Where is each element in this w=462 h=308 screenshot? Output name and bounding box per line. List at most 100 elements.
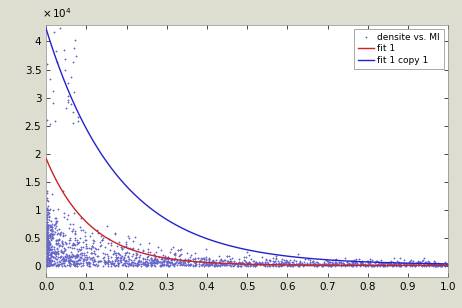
densite vs. MI bbox=[401, 262, 408, 267]
densite vs. MI bbox=[44, 233, 52, 238]
densite vs. MI bbox=[171, 253, 178, 257]
densite vs. MI bbox=[320, 262, 327, 267]
densite vs. MI bbox=[195, 263, 203, 268]
densite vs. MI bbox=[69, 241, 77, 245]
densite vs. MI bbox=[353, 261, 361, 266]
densite vs. MI bbox=[202, 261, 210, 266]
densite vs. MI bbox=[60, 249, 67, 253]
densite vs. MI bbox=[56, 255, 64, 260]
densite vs. MI bbox=[90, 262, 97, 267]
densite vs. MI bbox=[357, 262, 364, 267]
densite vs. MI bbox=[43, 212, 50, 217]
densite vs. MI bbox=[88, 246, 95, 251]
densite vs. MI bbox=[147, 263, 154, 268]
densite vs. MI bbox=[85, 263, 93, 268]
densite vs. MI bbox=[364, 258, 371, 263]
densite vs. MI bbox=[246, 263, 254, 268]
densite vs. MI bbox=[49, 259, 56, 264]
densite vs. MI bbox=[208, 262, 216, 267]
densite vs. MI bbox=[275, 263, 282, 268]
densite vs. MI bbox=[419, 263, 426, 268]
densite vs. MI bbox=[43, 257, 51, 262]
densite vs. MI bbox=[209, 259, 216, 264]
densite vs. MI bbox=[278, 263, 285, 268]
densite vs. MI bbox=[45, 211, 53, 216]
densite vs. MI bbox=[72, 255, 79, 260]
densite vs. MI bbox=[91, 263, 98, 268]
densite vs. MI bbox=[101, 251, 108, 256]
densite vs. MI bbox=[211, 261, 219, 265]
densite vs. MI bbox=[351, 261, 359, 266]
densite vs. MI bbox=[47, 234, 54, 239]
densite vs. MI bbox=[96, 259, 103, 264]
densite vs. MI bbox=[435, 263, 443, 268]
densite vs. MI bbox=[423, 261, 431, 266]
densite vs. MI bbox=[48, 253, 55, 258]
densite vs. MI bbox=[133, 255, 140, 260]
densite vs. MI bbox=[331, 261, 339, 266]
densite vs. MI bbox=[322, 262, 329, 267]
densite vs. MI bbox=[144, 253, 152, 258]
densite vs. MI bbox=[216, 257, 224, 262]
densite vs. MI bbox=[422, 259, 429, 264]
densite vs. MI bbox=[182, 262, 190, 267]
densite vs. MI bbox=[395, 261, 402, 265]
densite vs. MI bbox=[126, 257, 133, 262]
densite vs. MI bbox=[44, 224, 52, 229]
densite vs. MI bbox=[210, 257, 217, 262]
densite vs. MI bbox=[56, 254, 63, 259]
densite vs. MI bbox=[61, 247, 68, 252]
densite vs. MI bbox=[111, 258, 118, 263]
densite vs. MI bbox=[69, 243, 76, 248]
densite vs. MI bbox=[43, 226, 50, 231]
densite vs. MI bbox=[87, 255, 94, 260]
densite vs. MI bbox=[267, 259, 274, 264]
densite vs. MI bbox=[151, 260, 158, 265]
densite vs. MI bbox=[273, 256, 280, 261]
densite vs. MI bbox=[46, 223, 54, 228]
densite vs. MI bbox=[330, 261, 338, 266]
densite vs. MI bbox=[388, 263, 395, 268]
densite vs. MI bbox=[108, 259, 116, 264]
densite vs. MI bbox=[99, 256, 106, 261]
densite vs. MI bbox=[320, 263, 327, 268]
densite vs. MI bbox=[192, 262, 199, 267]
densite vs. MI bbox=[369, 258, 376, 263]
densite vs. MI bbox=[46, 241, 54, 246]
densite vs. MI bbox=[73, 241, 80, 246]
densite vs. MI bbox=[237, 261, 244, 265]
densite vs. MI bbox=[213, 262, 220, 267]
densite vs. MI bbox=[429, 262, 436, 267]
densite vs. MI bbox=[46, 251, 53, 256]
densite vs. MI bbox=[62, 255, 70, 260]
densite vs. MI bbox=[163, 260, 170, 265]
densite vs. MI bbox=[43, 225, 51, 230]
densite vs. MI bbox=[49, 255, 57, 260]
densite vs. MI bbox=[245, 253, 252, 258]
densite vs. MI bbox=[383, 263, 391, 268]
densite vs. MI bbox=[53, 224, 60, 229]
densite vs. MI bbox=[43, 227, 51, 232]
densite vs. MI bbox=[435, 262, 442, 267]
densite vs. MI bbox=[49, 257, 56, 262]
densite vs. MI bbox=[168, 257, 176, 262]
densite vs. MI bbox=[382, 261, 389, 266]
densite vs. MI bbox=[86, 263, 93, 268]
densite vs. MI bbox=[73, 253, 81, 257]
densite vs. MI bbox=[378, 262, 386, 267]
densite vs. MI bbox=[43, 217, 50, 222]
densite vs. MI bbox=[61, 246, 68, 251]
densite vs. MI bbox=[380, 262, 387, 267]
densite vs. MI bbox=[43, 232, 50, 237]
densite vs. MI bbox=[237, 263, 244, 268]
densite vs. MI bbox=[370, 263, 377, 268]
densite vs. MI bbox=[121, 258, 128, 263]
densite vs. MI bbox=[47, 225, 54, 229]
densite vs. MI bbox=[58, 249, 65, 254]
densite vs. MI bbox=[221, 261, 228, 266]
densite vs. MI bbox=[43, 255, 50, 260]
densite vs. MI bbox=[342, 263, 349, 268]
densite vs. MI bbox=[117, 244, 125, 249]
densite vs. MI bbox=[416, 260, 423, 265]
densite vs. MI bbox=[295, 260, 303, 265]
